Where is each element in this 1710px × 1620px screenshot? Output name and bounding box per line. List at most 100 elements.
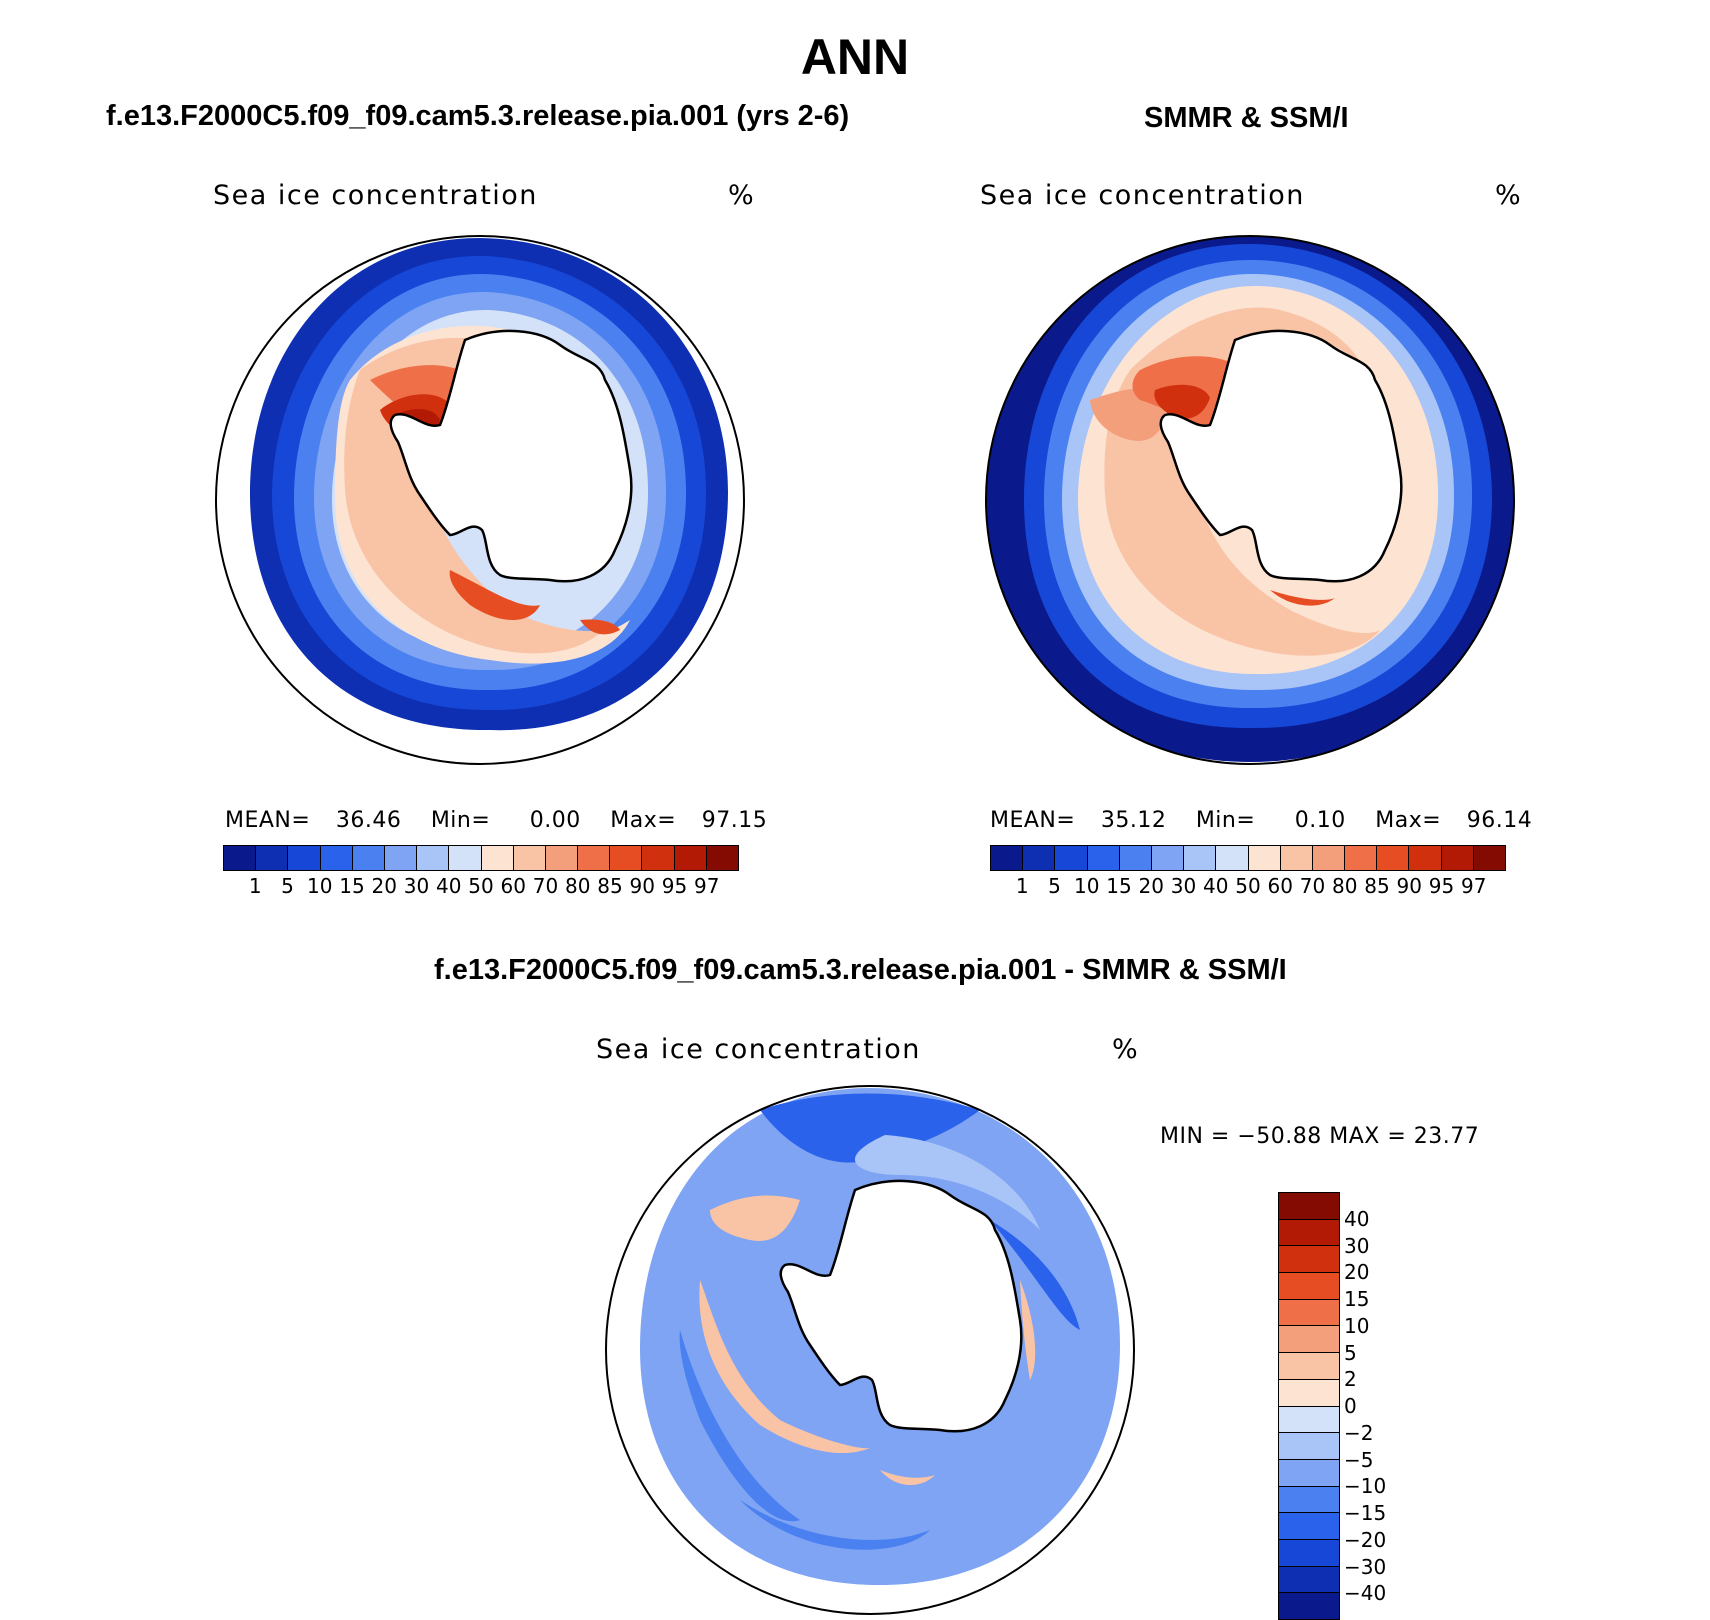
colorbar-tick-label: 20 [1138,874,1164,898]
colorbar-tick-label: 85 [1364,874,1390,898]
colorbar-tick-label: 30 [403,874,430,898]
obs-units-label: % [1495,180,1523,211]
model-stats: MEAN= 36.46 Min= 0.00 Max= 97.15 [225,808,767,833]
model-colorbar [223,845,739,871]
colorbar-tick-label: −10 [1344,1474,1387,1499]
colorbar-tick-label: 80 [565,874,591,898]
model-panel-title: f.e13.F2000C5.f09_f09.cam5.3.release.pia… [106,100,850,132]
colorbar-tick-label: −40 [1344,1581,1387,1606]
model-mean-label: MEAN= [225,808,311,833]
colorbar-swatch [288,846,321,870]
colorbar-swatch [513,846,546,870]
colorbar-tick-label: 20 [371,874,397,898]
colorbar-swatch [320,846,353,870]
colorbar-tick-label: 10 [307,874,333,898]
obs-mean-label: MEAN= [990,808,1076,833]
colorbar-swatch [1441,846,1474,870]
colorbar-swatch [1184,846,1217,870]
colorbar-swatch [1473,846,1505,870]
model-map [215,235,745,765]
colorbar-tick-label: 40 [436,874,462,898]
colorbar-swatch [706,846,738,870]
colorbar-tick-label: 50 [468,874,494,898]
colorbar-swatch [1055,846,1088,870]
obs-max-label: Max= [1375,808,1442,833]
colorbar-swatch [642,846,675,870]
model-variable-label: Sea ice concentration [213,180,538,211]
diff-colorbar-ticks: 40 30 20 15 10 5 2 0 −2 −5 −10 −15 −20 −30 −40 [1344,1192,1424,1620]
colorbar-tick-label: 5 [1344,1340,1357,1365]
colorbar-swatch [1279,1219,1339,1247]
colorbar-swatch [417,846,450,870]
colorbar-swatch [674,846,707,870]
colorbar-tick-label: 60 [1267,874,1293,898]
colorbar-tick-label: 95 [1428,874,1455,898]
diff-minmax: MIN = −50.88 MAX = 23.77 [1160,1124,1480,1149]
colorbar-tick-label: 15 [1344,1287,1370,1311]
colorbar-swatch [1279,1566,1339,1594]
colorbar-tick-label: 10 [1344,1313,1370,1338]
colorbar-tick-label: −2 [1344,1420,1374,1445]
obs-max-value: 96.14 [1466,808,1533,833]
diff-variable-label: Sea ice concentration [596,1034,921,1065]
colorbar-tick-label: 30 [1344,1233,1370,1258]
colorbar-swatch [384,846,418,870]
obs-panel-title: SMMR & SSM/I [1144,102,1349,134]
colorbar-swatch [545,846,579,870]
colorbar-swatch [1279,1513,1339,1540]
colorbar-tick-label: 40 [1344,1206,1370,1231]
colorbar-swatch [578,846,611,870]
colorbar-swatch [610,846,643,870]
colorbar-tick-label: 15 [1106,874,1132,898]
model-min-value: 0.00 [529,808,581,833]
model-units-label: % [728,180,756,211]
colorbar-swatch [1279,1486,1339,1514]
colorbar-swatch [256,846,289,870]
colorbar-swatch [1279,1593,1339,1619]
colorbar-swatch [1279,1246,1339,1274]
colorbar-tick-label: 90 [1396,874,1422,898]
obs-stats: MEAN= 35.12 Min= 0.10 Max= 96.14 [990,808,1532,833]
colorbar-tick-label: 1 [1015,874,1029,898]
colorbar-tick-label: 85 [597,874,623,898]
colorbar-swatch [1279,1379,1339,1407]
colorbar-swatch [1279,1273,1339,1300]
colorbar-tick-label: 1 [248,874,262,898]
colorbar-tick-label: 50 [1235,874,1261,898]
obs-variable-label: Sea ice concentration [980,180,1305,211]
colorbar-swatch [1279,1539,1339,1567]
obs-colorbar [990,845,1506,871]
colorbar-tick-label: −20 [1344,1527,1387,1552]
model-min-label: Min= [430,808,491,833]
colorbar-swatch [1279,1193,1339,1220]
colorbar-tick-label: 97 [694,874,720,898]
obs-mean-value: 35.12 [1100,808,1167,833]
colorbar-tick-label: −5 [1344,1447,1374,1472]
colorbar-swatch [1279,1433,1339,1460]
colorbar-tick-label: −30 [1344,1554,1387,1579]
colorbar-tick-label: 70 [1299,874,1326,898]
colorbar-swatch [991,846,1024,870]
colorbar-tick-label: 40 [1203,874,1229,898]
colorbar-tick-label: 2 [1344,1367,1357,1392]
obs-map [985,235,1515,765]
colorbar-swatch [1279,1299,1339,1327]
colorbar-swatch [1119,846,1152,870]
colorbar-swatch [224,846,257,870]
model-colorbar-ticks: 1 5 10 15 20 30 40 50 60 70 80 85 90 95 97 [223,874,739,902]
colorbar-swatch [1280,846,1313,870]
colorbar-swatch [1216,846,1249,870]
figure-title: ANN [800,29,910,85]
colorbar-swatch [1023,846,1056,870]
colorbar-swatch [352,846,385,870]
diff-panel-title: f.e13.F2000C5.f09_f09.cam5.3.release.pia… [434,954,1287,986]
diff-map [605,1085,1135,1615]
colorbar-tick-label: 70 [532,874,559,898]
colorbar-tick-label: 10 [1074,874,1100,898]
diff-colorbar [1278,1192,1340,1620]
colorbar-tick-label: 97 [1461,874,1487,898]
colorbar-tick-label: 30 [1170,874,1197,898]
obs-min-value: 0.10 [1294,808,1346,833]
diff-units-label: % [1112,1034,1140,1065]
obs-colorbar-ticks: 1 5 10 15 20 30 40 50 60 70 80 85 90 95 97 [990,874,1506,902]
